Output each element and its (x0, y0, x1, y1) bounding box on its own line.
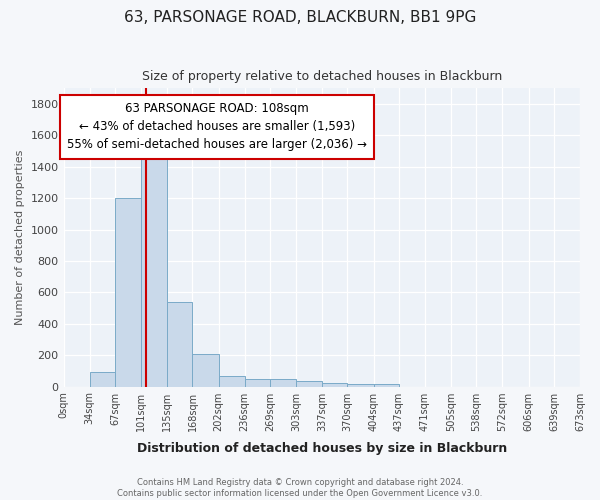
Bar (193, 354, 218, 386)
Bar (270, 379, 296, 386)
Title: Size of property relative to detached houses in Blackburn: Size of property relative to detached ho… (142, 70, 502, 83)
Text: 63 PARSONAGE ROAD: 108sqm
← 43% of detached houses are smaller (1,593)
55% of se: 63 PARSONAGE ROAD: 108sqm ← 43% of detac… (67, 102, 367, 152)
Y-axis label: Number of detached properties: Number of detached properties (15, 150, 25, 325)
Bar (218, 376, 245, 386)
Bar (296, 382, 322, 386)
Bar (167, 302, 193, 386)
Bar (347, 384, 374, 386)
Bar (89, 372, 115, 386)
Bar (374, 384, 399, 386)
Bar (141, 156, 167, 386)
Text: 63, PARSONAGE ROAD, BLACKBURN, BB1 9PG: 63, PARSONAGE ROAD, BLACKBURN, BB1 9PG (124, 10, 476, 25)
Text: Contains HM Land Registry data © Crown copyright and database right 2024.
Contai: Contains HM Land Registry data © Crown c… (118, 478, 482, 498)
X-axis label: Distribution of detached houses by size in Blackburn: Distribution of detached houses by size … (137, 442, 507, 455)
Bar (115, 198, 141, 386)
Bar (245, 378, 270, 386)
Bar (322, 383, 347, 386)
